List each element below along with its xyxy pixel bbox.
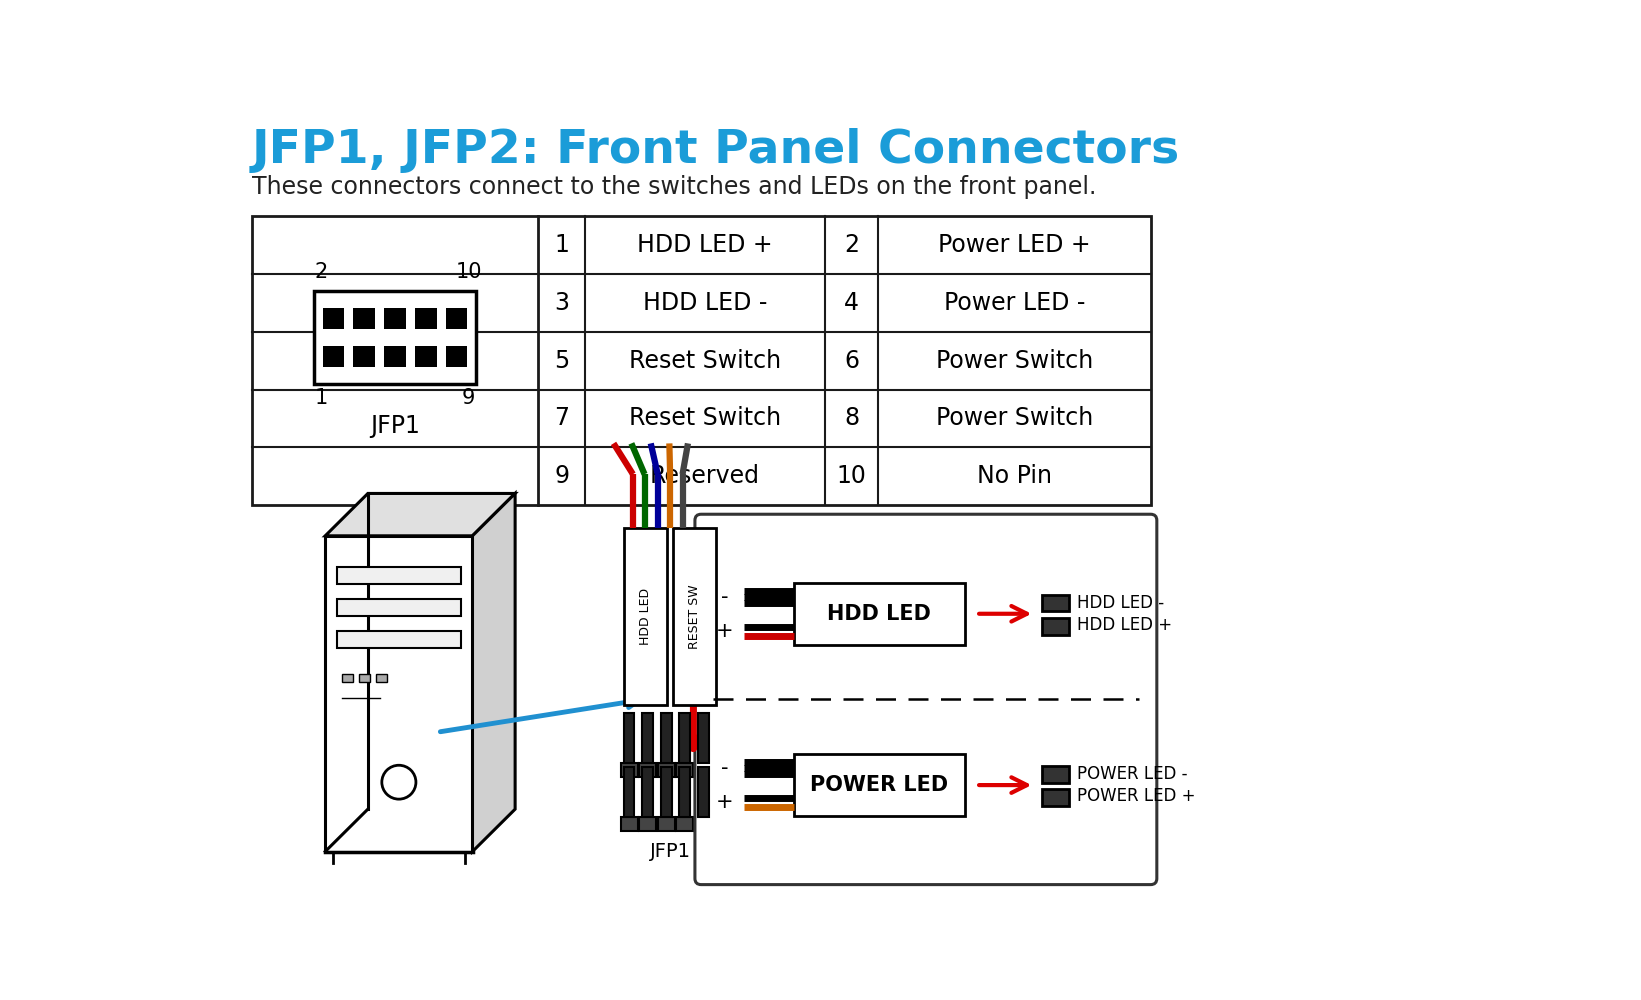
FancyBboxPatch shape [694, 514, 1157, 885]
Text: Reset Switch: Reset Switch [629, 349, 781, 373]
Text: 3: 3 [555, 291, 569, 315]
Bar [620, 817, 638, 831]
Text: JFP1: JFP1 [650, 842, 691, 861]
Text: -: - [720, 587, 729, 607]
Polygon shape [325, 536, 473, 852]
Text: Reserved: Reserved [650, 464, 760, 488]
Text: No Pin: No Pin [976, 464, 1052, 488]
Text: Power Switch: Power Switch [935, 406, 1093, 430]
Bar [376, 674, 387, 682]
Bar [343, 674, 353, 682]
Bar [384, 346, 405, 367]
Bar [313, 291, 476, 384]
Bar [658, 763, 674, 777]
Bar [694, 817, 712, 831]
Bar [794, 583, 965, 645]
Text: -: - [720, 758, 729, 778]
Text: Power LED +: Power LED + [939, 233, 1091, 257]
Text: 10: 10 [837, 464, 866, 488]
Bar [638, 763, 656, 777]
Text: 6: 6 [843, 349, 858, 373]
Bar [336, 631, 461, 648]
Text: POWER LED +: POWER LED + [1076, 787, 1196, 805]
Text: 9: 9 [461, 388, 476, 408]
Bar [538, 389, 1150, 447]
Text: +: + [715, 621, 734, 641]
Circle shape [382, 765, 415, 799]
Text: HDD LED: HDD LED [640, 588, 651, 645]
Text: Power LED -: Power LED - [944, 291, 1085, 315]
Bar [446, 308, 468, 329]
Bar [1042, 789, 1070, 806]
Text: HDD LED +: HDD LED + [637, 233, 773, 257]
Bar [251, 216, 1150, 505]
Bar [384, 308, 405, 329]
Text: 5: 5 [555, 349, 569, 373]
Text: HDD LED -: HDD LED - [1076, 594, 1163, 612]
Bar [1042, 618, 1070, 635]
Text: HDD LED -: HDD LED - [643, 291, 768, 315]
Bar [642, 713, 653, 763]
Bar [359, 674, 371, 682]
Bar [1042, 595, 1070, 611]
Text: Reset Switch: Reset Switch [629, 406, 781, 430]
Bar [658, 817, 674, 831]
Text: +: + [715, 792, 734, 812]
Bar [620, 763, 638, 777]
Bar [794, 754, 965, 816]
Bar [1042, 766, 1070, 783]
Bar [661, 767, 671, 817]
Text: 2: 2 [315, 262, 328, 282]
Text: POWER LED: POWER LED [811, 775, 948, 795]
Bar [661, 713, 671, 763]
Bar [642, 767, 653, 817]
Text: JFP1: JFP1 [371, 414, 420, 438]
Bar [676, 817, 694, 831]
Text: HDD LED: HDD LED [827, 604, 932, 624]
Text: 1: 1 [555, 233, 569, 257]
Polygon shape [473, 493, 515, 852]
Bar [679, 713, 691, 763]
Text: 9: 9 [555, 464, 569, 488]
Bar [638, 817, 656, 831]
Bar [353, 308, 376, 329]
Bar [538, 274, 1150, 332]
Text: HDD LED +: HDD LED + [1076, 616, 1172, 634]
Bar [415, 346, 437, 367]
Polygon shape [325, 493, 515, 536]
Bar [415, 308, 437, 329]
Bar [446, 346, 468, 367]
Text: 8: 8 [843, 406, 858, 430]
Text: 10: 10 [455, 262, 482, 282]
Bar [679, 767, 691, 817]
Bar [323, 346, 345, 367]
Bar [336, 599, 461, 616]
Text: POWER LED -: POWER LED - [1076, 765, 1188, 783]
Bar [624, 767, 635, 817]
Bar [697, 713, 709, 763]
Text: RESET SW: RESET SW [688, 584, 701, 649]
Bar [323, 308, 345, 329]
Text: These connectors connect to the switches and LEDs on the front panel.: These connectors connect to the switches… [251, 175, 1096, 199]
Bar [336, 567, 461, 584]
Text: 4: 4 [843, 291, 858, 315]
Text: 7: 7 [555, 406, 569, 430]
Bar [673, 528, 715, 705]
Text: 2: 2 [843, 233, 858, 257]
Text: 1: 1 [315, 388, 328, 408]
Bar [624, 713, 635, 763]
Bar [353, 346, 376, 367]
Bar [694, 763, 712, 777]
Text: JFP1, JFP2: Front Panel Connectors: JFP1, JFP2: Front Panel Connectors [251, 128, 1180, 173]
Text: Power Switch: Power Switch [935, 349, 1093, 373]
Bar [697, 767, 709, 817]
Bar [676, 763, 694, 777]
Bar [624, 528, 666, 705]
